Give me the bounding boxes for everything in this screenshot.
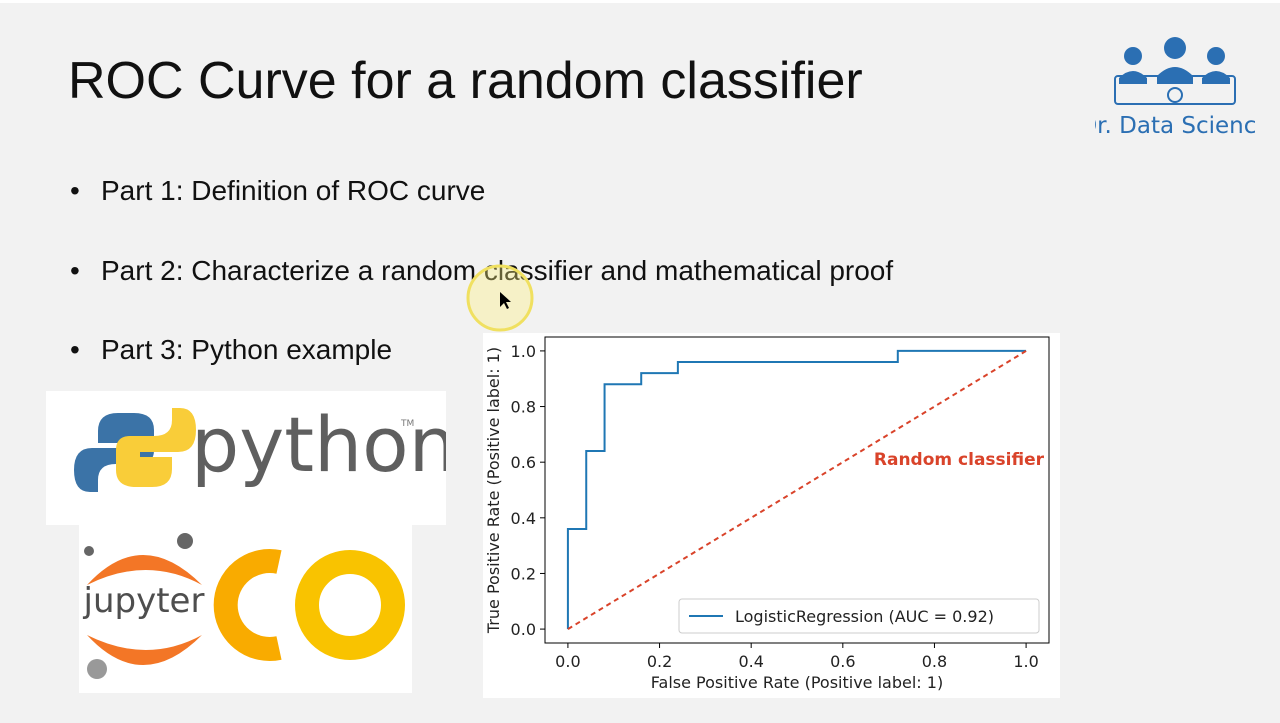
y-tick-label: 0.4 [511, 509, 536, 528]
python-wordmark: python [191, 400, 446, 489]
x-axis-label: False Positive Rate (Positive label: 1) [651, 673, 943, 692]
y-tick-label: 1.0 [511, 342, 536, 361]
x-tick-label: 1.0 [1013, 652, 1038, 671]
x-tick-label: 0.8 [922, 652, 947, 671]
trademark: TM [400, 419, 414, 429]
roc-chart: 0.0 0.2 0.4 0.6 0.8 1.0 0.0 0.2 0.4 0.6 0.8 1.0 Fals… [483, 333, 1060, 698]
python-logo: python TM [74, 400, 457, 492]
chart-background [483, 333, 1060, 698]
tools-logo-box: jupyter [79, 525, 412, 693]
brand-name: Dr. Data Science [1095, 113, 1255, 139]
y-axis-label: True Positive Rate (Positive label: 1) [484, 347, 503, 634]
roc-line [566, 349, 1027, 630]
python-logo-box: python TM [46, 391, 457, 525]
cursor [466, 264, 534, 332]
x-tick-label: 0.6 [830, 652, 855, 671]
x-tick-label: 0.0 [555, 652, 580, 671]
plot-frame [544, 336, 1050, 644]
jupyter-wordmark: jupyter [83, 581, 205, 621]
brand-logo: Dr. Data Science [1095, 37, 1255, 139]
legend-label: LogisticRegression (AUC = 0.92) [735, 607, 994, 626]
x-tick-label: 0.4 [738, 652, 763, 671]
y-tick-label: 0.0 [511, 620, 536, 639]
y-tick-label: 0.8 [511, 398, 536, 417]
bullet: Part 3: Python example [70, 334, 392, 366]
legend-box [678, 598, 1040, 634]
bullet: Part 1: Definition of ROC curve [70, 175, 485, 207]
bullet: Part 2: Characterize a random classifier… [70, 255, 893, 287]
slide-title: ROC Curve for a random classifier [68, 52, 863, 110]
x-tick-label: 0.2 [647, 652, 672, 671]
annotation: Random classifier [874, 450, 1045, 470]
y-tick-label: 0.6 [511, 453, 536, 472]
logo-icon [1114, 37, 1236, 105]
y-tick-label: 0.2 [511, 564, 536, 583]
tools-logos: jupyter [83, 533, 405, 679]
